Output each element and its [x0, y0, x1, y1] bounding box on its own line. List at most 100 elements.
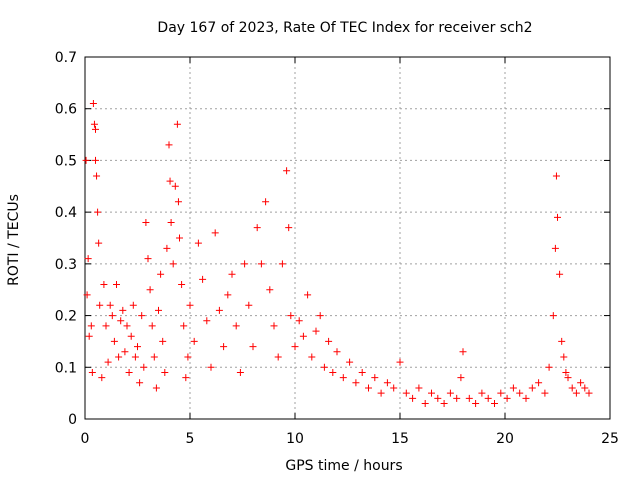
data-point: [134, 343, 141, 351]
data-point: [358, 368, 366, 376]
data-point: [88, 368, 96, 376]
data-point: [249, 343, 257, 351]
data-point: [253, 224, 261, 232]
data-point: [92, 156, 99, 164]
data-point: [241, 260, 249, 268]
data-point: [146, 286, 154, 294]
data-point: [161, 368, 169, 376]
data-point: [491, 399, 498, 407]
data-point: [459, 348, 467, 356]
data-point: [535, 379, 543, 387]
data-point: [127, 332, 135, 340]
y-tick-label: 0.6: [55, 102, 77, 118]
y-tick-label: 0.7: [55, 50, 77, 66]
data-point: [274, 353, 282, 361]
data-point: [100, 281, 108, 289]
y-tick-label: 0: [68, 412, 77, 428]
data-point: [155, 306, 162, 314]
data-point: [484, 394, 492, 402]
data-point: [228, 270, 236, 278]
data-point: [262, 198, 270, 206]
data-point: [163, 244, 171, 252]
data-point: [87, 322, 95, 330]
data-point: [194, 239, 202, 247]
data-point: [123, 322, 131, 330]
data-point: [119, 306, 127, 314]
data-point: [110, 337, 118, 345]
data-point: [121, 348, 129, 356]
y-tick-label: 0.3: [55, 257, 77, 273]
data-point: [428, 389, 435, 397]
data-point: [152, 384, 160, 392]
y-axis-label: ROTI / TECUs: [6, 194, 22, 286]
data-point: [138, 312, 146, 320]
data-point: [516, 389, 524, 397]
data-point: [457, 374, 465, 382]
data-point: [186, 301, 194, 309]
data-point: [176, 234, 183, 242]
data-point: [564, 374, 572, 382]
data-point: [560, 353, 568, 361]
data-point: [95, 239, 103, 247]
data-point: [180, 322, 188, 330]
data-point: [549, 312, 557, 320]
data-point: [159, 337, 167, 345]
data-point: [236, 368, 244, 376]
data-point: [285, 224, 293, 232]
data-point: [113, 281, 120, 289]
data-point: [102, 322, 110, 330]
data-point: [333, 348, 341, 356]
data-point: [371, 374, 379, 382]
data-point: [140, 363, 148, 371]
data-point: [190, 337, 198, 345]
data-point: [320, 363, 328, 371]
data-point: [90, 120, 98, 128]
data-point: [142, 218, 150, 226]
data-point: [117, 317, 125, 325]
data-point: [453, 394, 461, 402]
data-point: [220, 343, 228, 351]
data-point: [207, 363, 215, 371]
data-point: [150, 353, 158, 361]
data-point: [174, 198, 182, 206]
data-point: [257, 260, 265, 268]
data-point: [346, 358, 354, 366]
x-axis-label: GPS time / hours: [285, 458, 402, 474]
data-point: [166, 177, 174, 185]
plot-border: [84, 56, 611, 420]
data-point: [184, 353, 192, 361]
data-point: [312, 327, 320, 335]
data-point: [106, 301, 114, 309]
data-point: [108, 312, 116, 320]
data-point: [167, 218, 175, 226]
data-point: [171, 182, 179, 190]
data-point: [291, 343, 299, 351]
x-tick-label: 0: [81, 431, 90, 447]
x-tick-label: 25: [601, 431, 619, 447]
data-point: [556, 270, 564, 278]
data-point: [136, 379, 144, 387]
data-point: [203, 317, 211, 325]
data-point: [82, 156, 90, 164]
data-point: [390, 384, 398, 392]
data-point: [148, 322, 156, 330]
data-point: [581, 384, 589, 392]
data-point: [211, 229, 219, 237]
data-point: [245, 301, 253, 309]
data-point: [325, 337, 333, 345]
grid-lines: [85, 57, 610, 419]
data-point: [270, 322, 278, 330]
data-point: [98, 374, 106, 382]
data-point: [308, 353, 316, 361]
data-point: [94, 208, 102, 216]
data-point: [446, 389, 454, 397]
data-point: [84, 255, 92, 263]
data-point: [522, 394, 530, 402]
data-point: [266, 286, 274, 294]
data-point: [421, 399, 429, 407]
data-point: [528, 384, 536, 392]
data-point: [89, 100, 97, 108]
data-point: [558, 337, 566, 345]
data-point: [278, 260, 286, 268]
